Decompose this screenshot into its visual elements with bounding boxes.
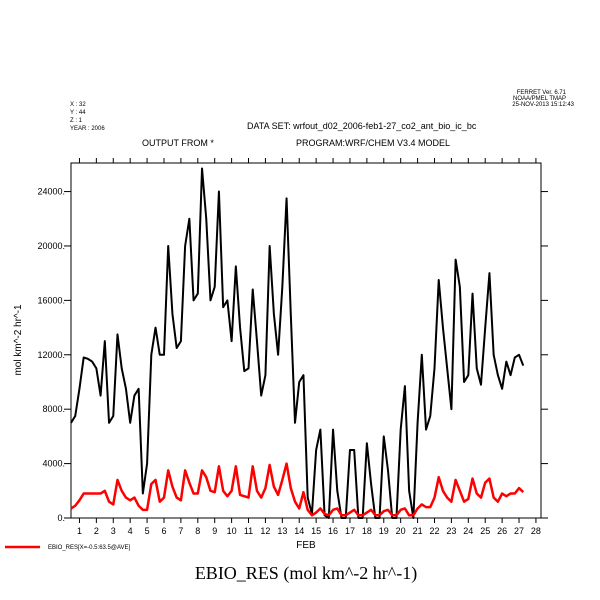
x-tick-label: 10 [227, 526, 237, 536]
coord-info: X : 32 [70, 102, 86, 108]
subtitle: PROGRAM:WRF/CHEM V3.4 MODEL [296, 138, 450, 148]
x-tick-label: 18 [362, 526, 372, 536]
x-tick-label: 17 [345, 526, 355, 536]
y-tick-label: 0. [57, 513, 65, 523]
x-tick-label: 25 [480, 526, 490, 536]
x-tick-label: 9 [212, 526, 217, 536]
x-tick-label: 7 [178, 526, 183, 536]
program-info: NOAA/PMEL TMAP [513, 96, 566, 102]
x-tick-label: 15 [311, 526, 321, 536]
plot-frame [70, 162, 542, 519]
x-tick-label: 2 [94, 526, 99, 536]
legend-label: EBIO_RES[X=-0.5:63.5@AVE] [48, 545, 131, 551]
x-tick-label: 11 [244, 526, 253, 536]
program-info: 25-NOV-2013 15:12:43 [512, 102, 574, 108]
y-tick-label: 20000. [37, 241, 65, 251]
x-tick-label: 21 [413, 526, 423, 536]
x-tick-label: 20 [396, 526, 406, 536]
chart-title: EBIO_RES (mol km^-2 hr^-1) [195, 563, 417, 584]
x-tick-label: 27 [514, 526, 524, 536]
y-tick-label: 8000. [42, 404, 65, 414]
x-tick-label: 4 [128, 526, 133, 536]
coord-info: Y : 44 [70, 110, 86, 116]
y-tick-label: 12000. [37, 350, 65, 360]
data-line [70, 462, 525, 517]
y-tick-label: 16000. [37, 295, 65, 305]
x-tick-label: 16 [328, 526, 338, 536]
y-tick-label: 24000. [37, 187, 65, 197]
subtitle: OUTPUT FROM * [142, 138, 214, 148]
x-tick-label: 22 [429, 526, 439, 536]
coord-info: YEAR : 2006 [70, 126, 105, 132]
x-tick-label: 5 [145, 526, 150, 536]
program-info: FERRET Ver. 6.71 [517, 90, 567, 96]
data-line [70, 167, 525, 519]
x-tick-label: 23 [446, 526, 456, 536]
x-tick-label: 6 [161, 526, 166, 536]
x-tick-label: 14 [294, 526, 304, 536]
x-tick-label: 19 [379, 526, 389, 536]
x-tick-label: 8 [195, 526, 200, 536]
x-tick-label: 3 [111, 526, 116, 536]
x-axis-label: FEB [296, 540, 316, 551]
coord-info: Z : 1 [70, 118, 83, 124]
x-tick-label: 24 [463, 526, 473, 536]
y-axis-label: mol km^-2 hr^-1 [13, 304, 24, 375]
y-tick-label: 4000. [42, 459, 65, 469]
dataset: DATA SET: wrfout_d02_2006-feb1-27_co2_an… [247, 121, 477, 131]
x-tick-label: 28 [531, 526, 541, 536]
x-tick-label: 1 [77, 526, 82, 536]
x-tick-label: 13 [277, 526, 287, 536]
x-tick-label: 26 [497, 526, 507, 536]
x-tick-label: 12 [260, 526, 270, 536]
